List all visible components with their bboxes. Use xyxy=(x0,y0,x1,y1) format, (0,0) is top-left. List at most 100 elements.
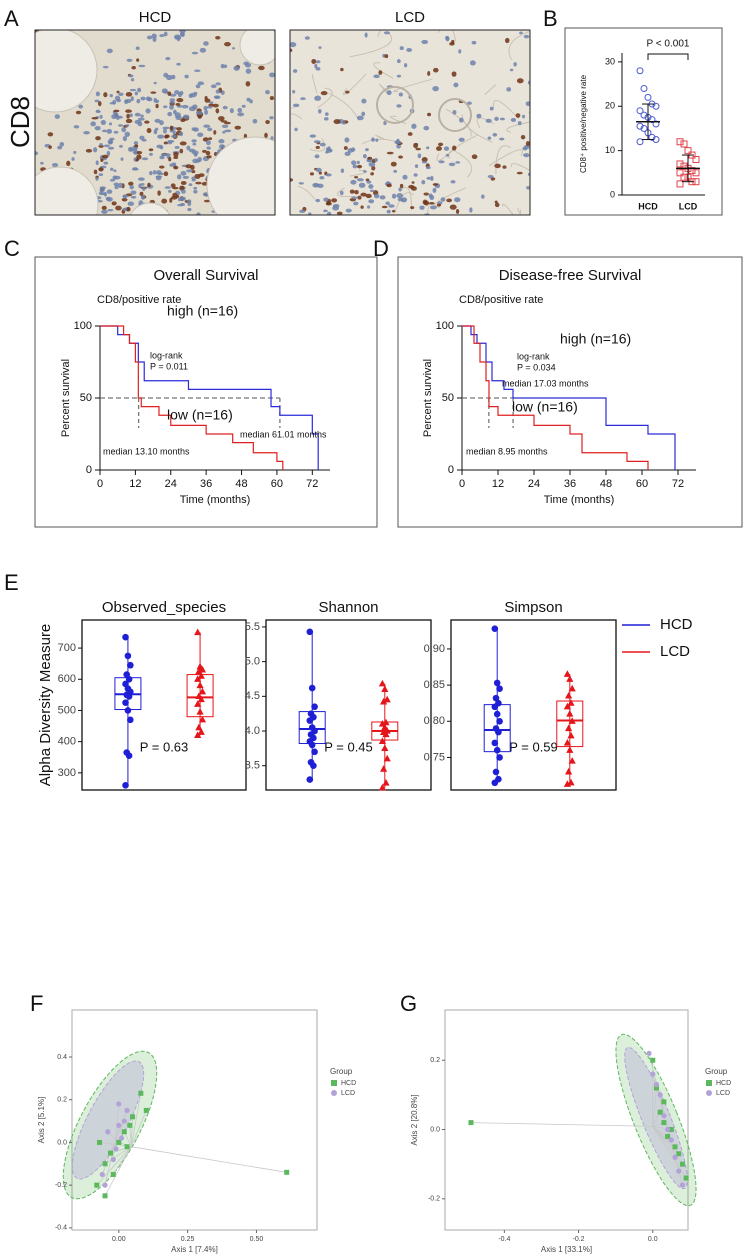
centroid-link xyxy=(112,1146,132,1175)
x-tick-label: 0.25 xyxy=(181,1236,195,1243)
cell xyxy=(453,82,459,88)
cell xyxy=(106,189,113,194)
micrograph-texture xyxy=(35,30,275,215)
point xyxy=(636,122,644,130)
cell xyxy=(458,137,465,142)
point xyxy=(491,779,499,787)
cell xyxy=(73,150,77,154)
cell xyxy=(269,95,275,101)
cell xyxy=(169,198,173,203)
stain-label: CD8 xyxy=(5,96,35,148)
cell xyxy=(98,173,104,177)
point xyxy=(495,728,502,736)
cell xyxy=(136,150,143,155)
annotation: P = 0.011 xyxy=(150,361,188,371)
fiber xyxy=(349,33,392,58)
cell xyxy=(455,208,460,214)
point xyxy=(124,1107,130,1113)
cell xyxy=(315,60,321,64)
cell xyxy=(313,140,321,144)
cell xyxy=(485,118,492,123)
cell xyxy=(126,113,130,119)
series-label: high (n=16) xyxy=(167,303,238,319)
cell xyxy=(513,62,517,67)
plot-frame xyxy=(444,1009,689,1231)
cell xyxy=(128,74,134,78)
x-tick-label: 60 xyxy=(271,478,283,490)
cell xyxy=(440,197,446,202)
point xyxy=(565,691,573,699)
cell xyxy=(264,132,268,138)
cell xyxy=(169,93,177,97)
centroid-link xyxy=(131,1146,287,1173)
cell xyxy=(340,168,345,173)
point xyxy=(680,162,688,170)
panel-frame xyxy=(564,27,723,216)
cell xyxy=(186,145,191,151)
point xyxy=(195,667,203,675)
cell xyxy=(407,132,413,136)
x-axis-label: Axis 1 [7.4%] xyxy=(171,1245,218,1254)
fiber xyxy=(528,111,530,114)
cell xyxy=(429,205,437,210)
cell xyxy=(154,118,161,123)
subplot-title: Shannon xyxy=(318,599,378,616)
y-tick-label: -0.4 xyxy=(55,1225,67,1232)
cell xyxy=(201,181,208,186)
cell xyxy=(182,114,190,120)
point xyxy=(197,672,205,679)
cell xyxy=(365,178,370,182)
cell xyxy=(366,159,373,163)
cell xyxy=(205,139,211,146)
cell xyxy=(170,183,176,188)
cell xyxy=(167,140,173,145)
cell xyxy=(130,96,134,102)
point xyxy=(644,93,652,101)
panel-letter: C xyxy=(4,236,20,261)
cell xyxy=(140,183,145,186)
y-tick-label: 4.5 xyxy=(245,690,260,702)
cell xyxy=(95,177,99,181)
cell xyxy=(315,167,322,173)
point xyxy=(563,670,571,677)
cell xyxy=(448,162,456,167)
cell xyxy=(184,74,189,79)
point xyxy=(676,180,684,188)
cell xyxy=(193,127,199,132)
cell xyxy=(170,134,177,138)
point xyxy=(195,723,203,731)
cell xyxy=(136,98,141,104)
point xyxy=(676,138,684,146)
cell xyxy=(135,158,139,162)
cell xyxy=(100,119,107,126)
cell xyxy=(124,131,131,137)
cell xyxy=(99,114,103,119)
cell xyxy=(191,51,199,55)
cell xyxy=(164,153,171,157)
y-tick-label: 0.90 xyxy=(424,643,445,655)
chart-title: Disease-free Survival xyxy=(499,267,642,284)
annotation: median 61.01 months xyxy=(240,429,327,439)
cell xyxy=(311,58,317,64)
cell xyxy=(97,101,102,107)
cell xyxy=(118,182,123,188)
cell xyxy=(331,198,338,203)
annotation: log-rank xyxy=(517,351,550,361)
legend-title: Group xyxy=(705,1067,728,1076)
cell xyxy=(191,178,196,182)
point xyxy=(636,67,644,75)
cell xyxy=(450,180,456,184)
cell xyxy=(396,74,402,78)
cell xyxy=(364,32,368,38)
point xyxy=(652,120,660,128)
cell xyxy=(94,126,101,131)
cell xyxy=(388,204,395,208)
point xyxy=(381,685,389,692)
point xyxy=(661,1113,667,1119)
cell xyxy=(169,100,175,104)
cell xyxy=(113,182,119,186)
subplot-frame xyxy=(265,619,432,791)
cell xyxy=(156,144,163,149)
point xyxy=(680,173,688,181)
point xyxy=(197,695,205,703)
